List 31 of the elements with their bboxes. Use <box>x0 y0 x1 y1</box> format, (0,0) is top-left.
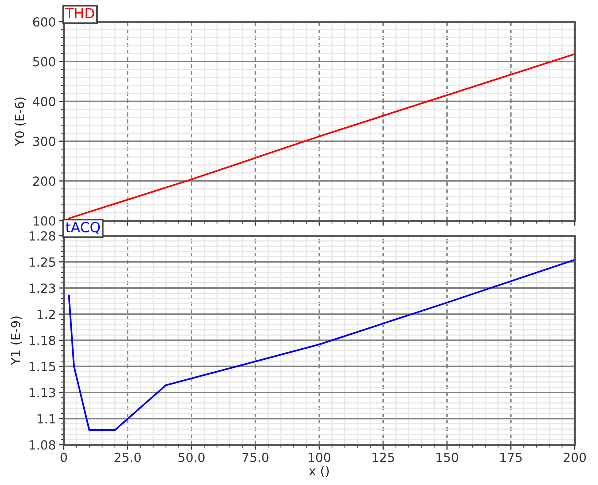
y-tick-label: 1.2 <box>38 310 56 320</box>
line-series <box>68 53 575 220</box>
x-tick-label: 200 <box>564 452 586 462</box>
y-tick-label: 200 <box>33 176 56 186</box>
x-tick-label: 0 <box>60 452 68 462</box>
y-tick-label: 1.15 <box>30 362 56 372</box>
y-tick-label: 1.13 <box>30 388 56 398</box>
y-tick-label: 400 <box>33 97 56 107</box>
y-tick-label: 1.08 <box>30 440 56 450</box>
x-tick-label: 100 <box>308 452 331 462</box>
y-tick-label: 1.18 <box>30 336 56 346</box>
text: THD <box>65 8 94 19</box>
x-tick-label: 125 <box>372 452 394 462</box>
y-tick-label: 1.23 <box>30 284 56 294</box>
y-axis-title: Y0 (E-6) <box>14 98 26 146</box>
x-axis-title: x () <box>309 466 329 478</box>
line-series <box>68 259 575 432</box>
y-tick-label: 500 <box>33 57 56 67</box>
y-axis-title: Y1 (E-9) <box>10 316 22 366</box>
x-tick-label: 75.0 <box>242 452 269 462</box>
x-tick-label: 25.0 <box>114 452 141 462</box>
x-tick-label: 50.0 <box>178 452 205 462</box>
y-tick-label: 1.25 <box>30 258 56 268</box>
y-tick-label: 300 <box>33 136 56 146</box>
y-tick-label: 100 <box>34 216 56 226</box>
text: tACQ <box>66 222 100 234</box>
y-tick-label: 1.1 <box>38 414 56 424</box>
y-tick-label: 600 <box>33 17 56 27</box>
x-tick-label: 175 <box>500 453 522 462</box>
x-tick-label: 150 <box>436 452 458 462</box>
y-tick-label: 1.28 <box>30 231 56 241</box>
